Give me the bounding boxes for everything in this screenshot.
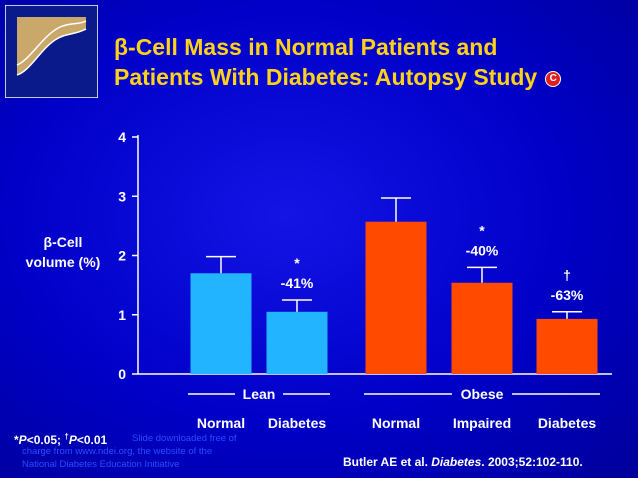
category-label: Impaired <box>453 415 511 431</box>
category-label: Diabetes <box>268 415 327 431</box>
bar <box>190 273 252 374</box>
significance-mark: * <box>294 255 300 271</box>
footnote-p-2-value: <0.01 <box>76 433 108 447</box>
percent-change-label: -40% <box>466 242 499 258</box>
footnote-p-1: P <box>18 433 27 447</box>
significance-mark: † <box>563 267 571 283</box>
group-label: Obese <box>461 386 504 402</box>
bar <box>266 311 328 374</box>
y-tick-label: 2 <box>118 248 126 264</box>
y-tick-label: 3 <box>118 188 126 204</box>
significance-footnote: *P<0.05; †P<0.01 <box>14 432 107 447</box>
category-label: Normal <box>372 415 420 431</box>
bar <box>365 221 427 374</box>
footnote-dagger: † <box>64 432 69 441</box>
citation-journal: Diabetes <box>431 455 482 469</box>
y-tick-label: 0 <box>118 366 126 382</box>
bar <box>451 282 513 374</box>
y-axis-label: β-Cell volume (%) <box>20 232 106 272</box>
footnote-asterisk: * <box>14 433 19 447</box>
citation-rest: . 2003;52:102-110. <box>481 455 583 469</box>
y-tick-label: 1 <box>118 307 126 323</box>
group-label: Lean <box>243 386 276 402</box>
significance-mark: * <box>479 222 485 238</box>
y-axis-label-line-1: β-Cell <box>43 234 83 250</box>
footnote-p-2: P <box>68 433 77 447</box>
source-note: Slide downloaded free of charge from www… <box>22 433 237 470</box>
slide-title: β-Cell Mass in Normal Patients and Patie… <box>114 32 634 92</box>
footnote-p-1-value: <0.05; <box>26 433 65 447</box>
category-label: Normal <box>197 415 245 431</box>
citation-authors: Butler AE et al. <box>343 455 432 469</box>
c-badge-icon: C <box>545 70 562 87</box>
y-tick-label: 4 <box>118 129 126 145</box>
bar <box>536 318 598 374</box>
title-line-2: Patients With Diabetes: Autopsy Study <box>114 64 538 90</box>
title-line-1: β-Cell Mass in Normal Patients and <box>114 34 498 60</box>
category-label: Diabetes <box>538 415 597 431</box>
percent-change-label: -41% <box>281 275 314 291</box>
citation: Butler AE et al. Diabetes. 2003;52:102-1… <box>343 455 583 469</box>
y-axis-label-line-2: volume (%) <box>25 254 101 270</box>
percent-change-label: -63% <box>551 287 584 303</box>
ndei-logo <box>5 5 98 98</box>
